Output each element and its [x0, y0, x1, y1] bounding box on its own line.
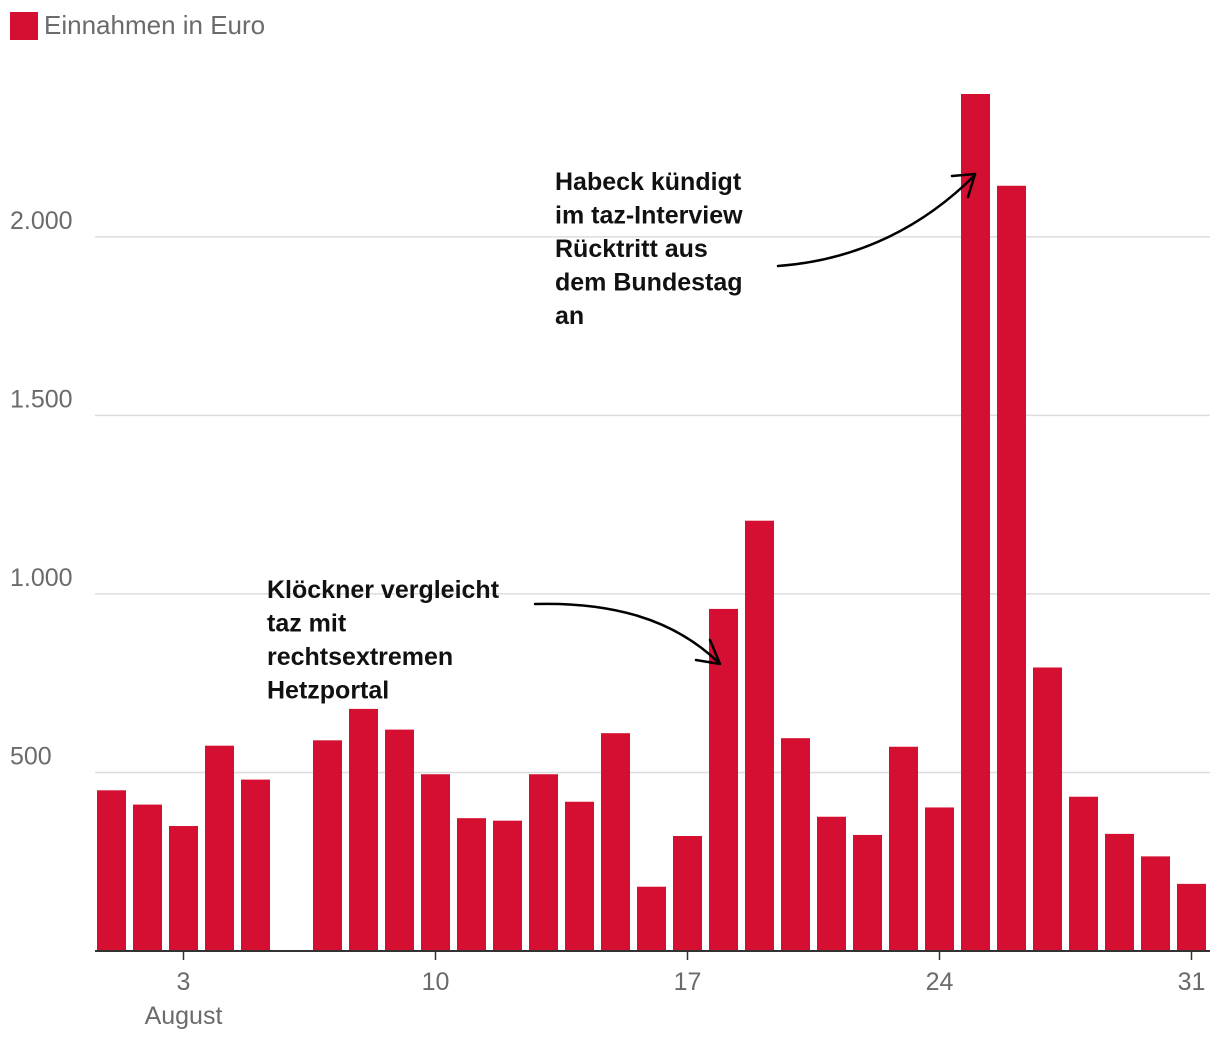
annotation-1-line: Hetzportal [267, 677, 389, 705]
annotation-2-line: an [555, 302, 584, 330]
annotation-arrow [776, 173, 977, 268]
x-month-label: August [145, 1002, 223, 1030]
bar-day-10 [421, 774, 450, 951]
annotation-arrowhead [694, 638, 722, 666]
annotation-2-line: dem Bundestag [555, 269, 743, 297]
annotation-arrowhead [950, 172, 977, 199]
annotation-arrow [533, 602, 720, 664]
y-axis: 500 1.000 1.500 2.000 [10, 207, 73, 771]
bar-day-11 [457, 818, 486, 951]
bar-day-23 [889, 746, 918, 951]
bar-day-31 [1177, 883, 1206, 951]
bar-day-26 [997, 185, 1026, 952]
bar-day-1 [97, 790, 126, 951]
x-tick-label: 24 [926, 968, 954, 996]
bar-day-8 [349, 708, 378, 951]
y-tick-label: 1.000 [10, 564, 73, 592]
bar-day-30 [1141, 856, 1170, 951]
bar-day-29 [1105, 833, 1134, 951]
bar-day-19 [745, 520, 774, 951]
bar-day-17 [673, 836, 702, 951]
x-tick-label: 31 [1178, 968, 1206, 996]
legend-swatch [10, 11, 38, 40]
y-tick-label: 2.000 [10, 207, 73, 235]
x-axis: 3 10 17 24 31 August [95, 950, 1210, 1030]
bar-day-12 [493, 820, 522, 951]
bar-day-20 [781, 738, 810, 951]
bar-day-9 [385, 729, 414, 951]
bar-day-24 [925, 807, 954, 951]
bar-day-18 [709, 608, 738, 951]
annotation-2-line: Rücktritt aus [555, 235, 708, 263]
annotation-1-line: Klöckner vergleicht [267, 576, 500, 604]
bar-day-22 [853, 834, 882, 951]
bar-day-13 [529, 774, 558, 951]
x-tick-label: 17 [674, 968, 702, 996]
annotations: Klöckner vergleicht taz mit rechtsextremen… [267, 168, 977, 705]
bar-day-7 [313, 740, 342, 951]
x-tick-label: 3 [177, 968, 191, 996]
y-tick-label: 500 [10, 742, 52, 770]
bars [97, 94, 1206, 952]
bar-day-3 [169, 826, 198, 951]
bar-day-21 [817, 816, 846, 951]
bar-day-15 [601, 733, 630, 951]
bar-day-27 [1033, 667, 1062, 951]
annotation-2-line: im taz-Interview [555, 202, 743, 230]
legend-label: Einnahmen in Euro [44, 10, 266, 40]
x-tick-label: 10 [422, 968, 450, 996]
y-tick-label: 1.500 [10, 385, 73, 413]
bar-day-4 [205, 745, 234, 951]
bar-day-5 [241, 779, 270, 951]
bar-day-28 [1069, 796, 1098, 951]
annotation-1-line: taz mit [267, 610, 347, 638]
legend: Einnahmen in Euro [10, 10, 265, 41]
bar-day-2 [133, 804, 162, 951]
annotation-1-line: rechtsextremen [267, 643, 453, 671]
bar-day-14 [565, 801, 594, 951]
annotation-2-line: Habeck kündigt [555, 168, 742, 196]
bar-day-25 [961, 94, 990, 951]
bar-day-16 [637, 886, 666, 951]
